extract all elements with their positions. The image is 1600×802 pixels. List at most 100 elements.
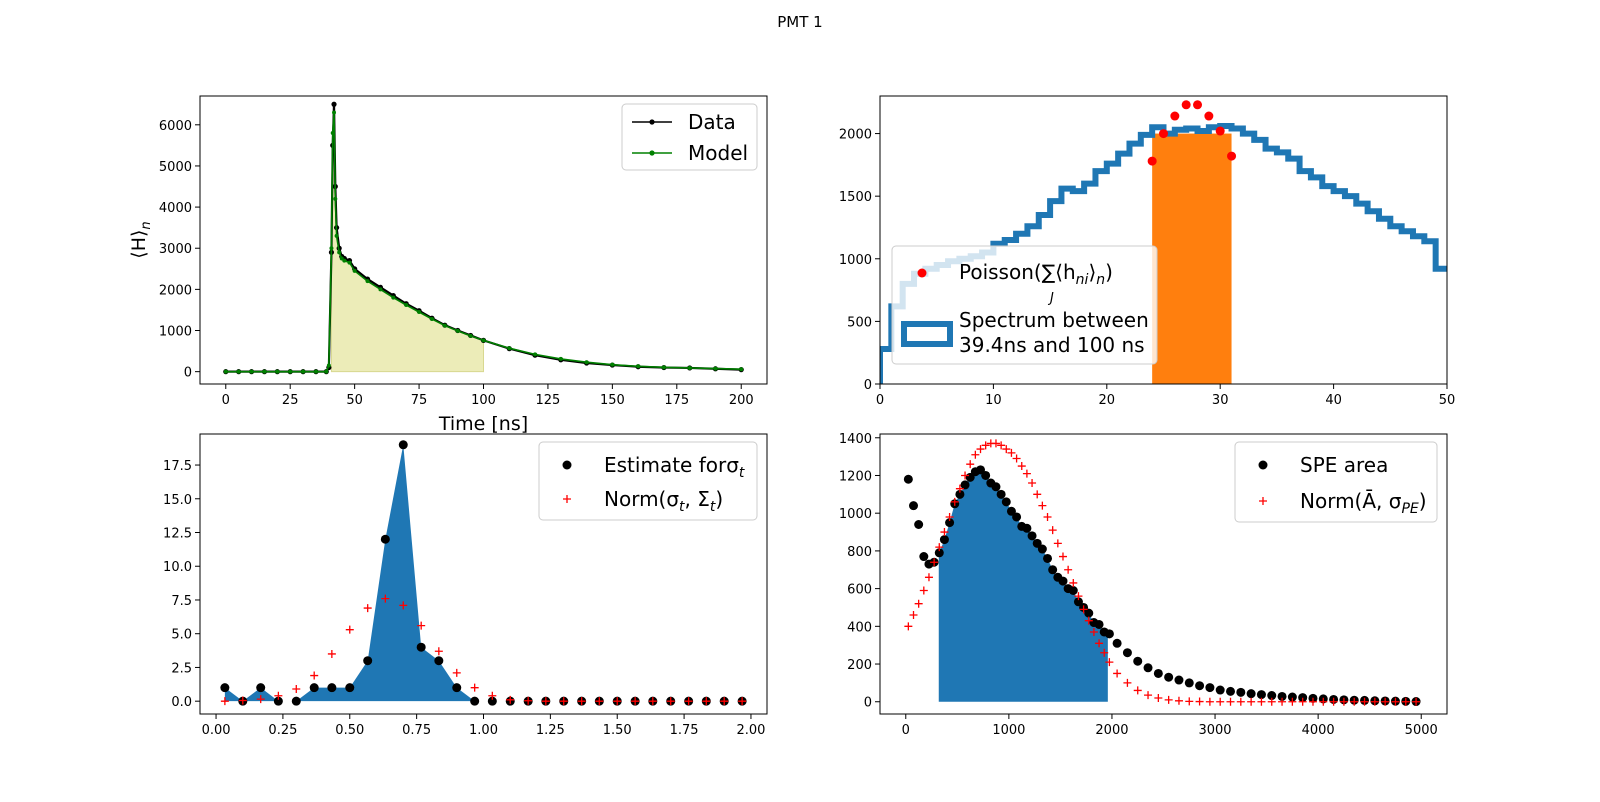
estimate-point: [327, 683, 337, 693]
series-point-model: [324, 369, 329, 374]
norm-point: [1053, 539, 1062, 548]
y-tick-label: 12.5: [163, 527, 192, 542]
x-tick-label: 175: [664, 393, 689, 408]
norm-point: [1174, 696, 1183, 705]
series-point-model: [326, 363, 331, 368]
series-point-model: [558, 356, 563, 361]
norm-point: [997, 441, 1006, 450]
legend-label-poisson-sub: ni: [1076, 272, 1089, 288]
norm-point: [1288, 697, 1297, 706]
y-tick-label: 6000: [159, 119, 192, 134]
norm-point: [292, 685, 301, 694]
y-tick-label: 0: [864, 378, 872, 393]
spe-point: [1112, 638, 1122, 648]
estimate-point: [256, 683, 266, 693]
x-tick-label: 2000: [1095, 723, 1128, 738]
legend-label-norm: Norm(σt, Σt): [604, 487, 723, 515]
norm-point: [1267, 697, 1276, 706]
legend-box: [1234, 441, 1438, 523]
y-tick-label: 10.0: [163, 560, 192, 575]
norm-point: [961, 471, 970, 480]
legend-label-estimate-sub: t: [739, 465, 745, 481]
norm-point: [904, 622, 913, 631]
y-tick-label: 7.5: [171, 594, 192, 609]
norm-point: [1370, 697, 1379, 706]
norm-point: [1360, 697, 1369, 706]
series-point-model: [429, 316, 434, 321]
x-tick-label: 75: [411, 393, 428, 408]
norm-point: [220, 697, 229, 706]
estimate-point: [363, 656, 373, 666]
spe-point: [1122, 648, 1132, 658]
x-tick-label: 0: [876, 393, 884, 408]
legend-marker-spe: [1258, 460, 1268, 470]
norm-point: [1089, 627, 1098, 636]
norm-point: [1154, 693, 1163, 702]
spe-point: [1184, 678, 1194, 688]
spe-point: [939, 535, 949, 545]
norm-point: [909, 611, 918, 620]
norm-point: [1216, 697, 1225, 706]
norm-point: [684, 697, 693, 706]
norm-point: [631, 697, 640, 706]
spe-point: [981, 470, 991, 480]
series-point-model: [365, 279, 370, 284]
norm-point: [1043, 512, 1052, 521]
norm-point: [976, 445, 985, 454]
estimate-point: [291, 696, 301, 706]
spe-point: [1246, 689, 1256, 699]
spe-point: [1027, 531, 1037, 541]
y-tick-label: 500: [847, 315, 872, 330]
spe-point: [1058, 576, 1068, 586]
spe-point: [1267, 691, 1277, 701]
norm-point: [919, 586, 928, 595]
y-tick-label: 200: [847, 658, 872, 673]
legend-marker-poisson: [917, 268, 927, 278]
spe-point: [909, 501, 919, 511]
spe-area-fill: [938, 469, 1108, 702]
norm-point: [1308, 697, 1317, 706]
series-point-model: [333, 196, 338, 201]
waveform-axes: 0 25 50 75 100 125 150 175 200010002000300040005…: [128, 95, 768, 435]
norm-point: [945, 512, 954, 521]
norm-point: [1339, 697, 1348, 706]
norm-point: [1391, 697, 1400, 706]
spe-point: [914, 520, 924, 530]
series-point-model: [584, 360, 589, 365]
series-point-model: [455, 328, 460, 333]
norm-point: [955, 484, 964, 493]
legend-label-norm-mid: , Σ: [685, 487, 710, 511]
estimate-point: [398, 440, 408, 450]
legend-label-poisson-close: ): [1105, 260, 1113, 284]
spe-point: [1143, 663, 1153, 673]
legend-label-estimate-name: Estimate forσ: [604, 453, 739, 477]
norm-point: [1185, 697, 1194, 706]
norm-point: [1401, 697, 1410, 706]
legend-label-norm-sub: t: [679, 499, 685, 515]
y-tick-label: 5000: [159, 160, 192, 175]
y-axis-label-subscript: n: [139, 221, 154, 229]
spe-point: [1104, 629, 1114, 639]
estimate-point: [220, 683, 230, 693]
series-point-model: [352, 268, 357, 273]
series-point-model: [610, 362, 615, 367]
series-point-model: [378, 287, 383, 292]
sigma-t-axes: 0.00 0.25 0.50 0.75 1.00 1.25 1.50 1.75 2.00 0.0 2…: [163, 433, 768, 738]
legend-label-norm-end: ): [715, 487, 723, 511]
spe-point: [996, 489, 1006, 499]
norm-point: [488, 691, 497, 700]
norm-point: [1278, 697, 1287, 706]
spe-point: [1205, 683, 1215, 693]
spe-point: [1048, 565, 1058, 575]
spectrum-axes: 0 10 20 30 40 500500100015002000Poisson(∑⟨hni…: [839, 95, 1455, 408]
series-point-model: [713, 366, 718, 371]
x-tick-label: 150: [600, 393, 625, 408]
series-point-model: [249, 369, 254, 374]
poisson-point: [1204, 111, 1214, 121]
y-tick-label: 800: [847, 545, 872, 560]
spe-point: [1236, 687, 1246, 697]
spe-area-axes: 0 1000 2000 3000 4000 5000 0 200 400 600 800 1000 12…: [839, 432, 1448, 738]
norm-point: [720, 697, 729, 706]
norm-point: [1048, 526, 1057, 535]
legend-label-poisson-formula: (∑⟨h: [1034, 260, 1076, 284]
